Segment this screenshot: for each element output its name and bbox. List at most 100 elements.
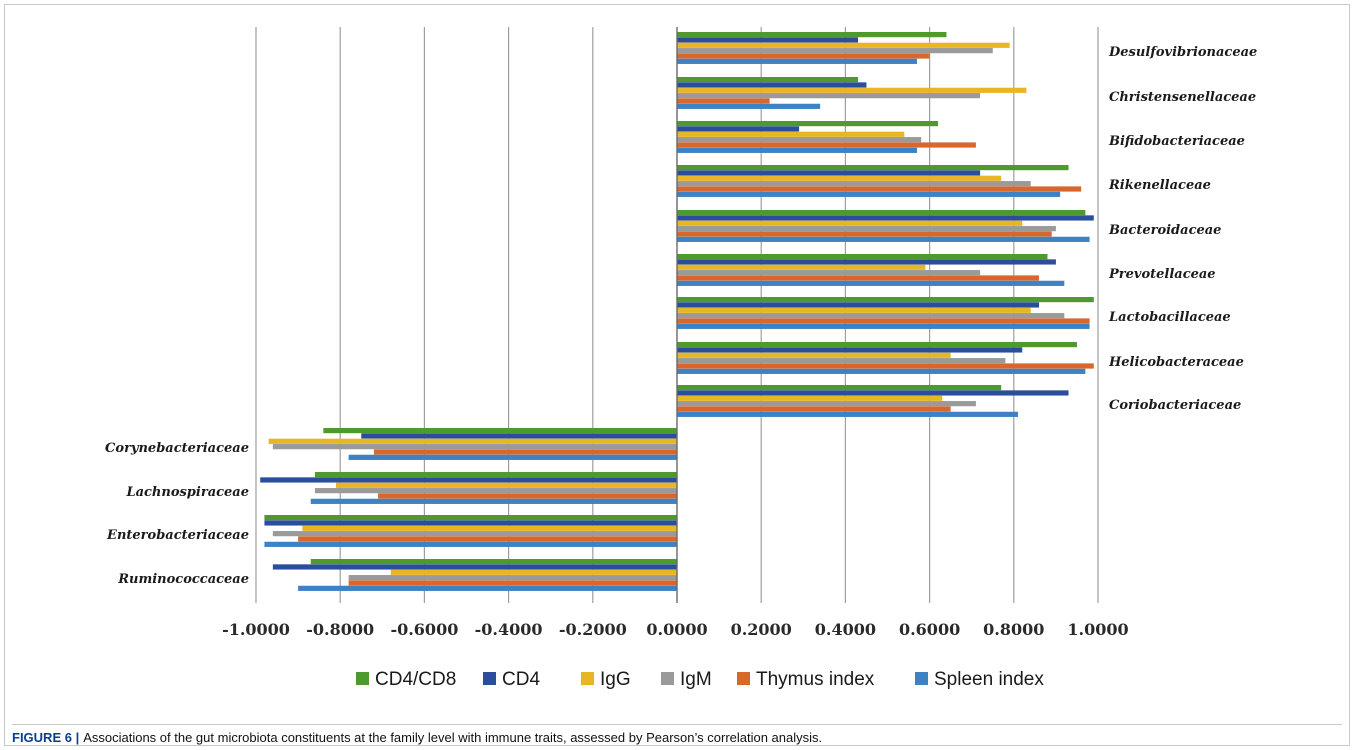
bar-lactobacillaceae-thymus-index — [677, 318, 1090, 324]
category-label-lactobacillaceae: Lactobacillaceae — [1108, 310, 1231, 325]
category-label-coriobacteriaceae: Coriobacteriaceae — [1109, 398, 1241, 413]
x-tick-label: -0.4000 — [475, 620, 543, 639]
bar-lactobacillaceae-igg — [677, 307, 1031, 313]
bar-bifidobacteriaceae-thymus-index — [677, 142, 976, 148]
caption-label: FIGURE 6 | — [12, 730, 80, 745]
bar-prevotellaceae-cd4 — [677, 259, 1056, 265]
figure-caption: FIGURE 6 | Associations of the gut microb… — [12, 724, 1342, 746]
category-label-desulfovibrionaceae: Desulfovibrionaceae — [1108, 45, 1257, 60]
bar-bacteroidaceae-cd4 — [677, 215, 1094, 221]
bar-corynebacteriaceae-thymus-index — [373, 449, 677, 455]
x-tick-labels: -1.0000 -0.8000 -0.6000 -0.4000 -0.2000 0.000… — [222, 620, 1129, 639]
bar-bifidobacteriaceae-igm — [677, 137, 922, 143]
bar-rikenellaceae-cd4 — [677, 170, 981, 176]
bar-christensenellaceae-cd4 — [677, 82, 867, 88]
bar-rikenellaceae-cd4-cd8 — [677, 165, 1069, 171]
bar-prevotellaceae-thymus-index — [677, 275, 1040, 281]
bar-coriobacteriaceae-spleen-index — [677, 411, 1019, 417]
bar-desulfovibrionaceae-thymus-index — [677, 53, 930, 59]
bar-coriobacteriaceae-cd4 — [677, 390, 1069, 396]
bar-ruminococcaceae-spleen-index — [298, 585, 677, 591]
bar-bacteroidaceae-igm — [677, 226, 1056, 232]
legend-label-cd4: CD4 — [502, 669, 540, 690]
bar-enterobacteriaceae-cd4 — [264, 520, 677, 526]
legend-swatch — [483, 672, 496, 685]
bar-ruminococcaceae-igm — [348, 575, 677, 581]
x-tick-label: 0.8000 — [983, 620, 1044, 639]
legend: CD4/CD8 CD4 IgG IgM Thymus index Spleen index — [356, 669, 1044, 690]
bar-lachnospiraceae-igm — [314, 488, 677, 494]
bar-lachnospiraceae-cd4 — [260, 477, 677, 483]
bar-christensenellaceae-thymus-index — [677, 98, 770, 104]
bar-helicobacteraceae-cd4-cd8 — [677, 342, 1077, 348]
bar-christensenellaceae-spleen-index — [677, 103, 821, 109]
legend-swatch — [356, 672, 369, 685]
bar-desulfovibrionaceae-igg — [677, 42, 1010, 48]
category-label-lachnospiraceae: Lachnospiraceae — [125, 485, 249, 500]
bar-helicobacteraceae-igg — [677, 352, 951, 358]
category-label-corynebacteriaceae: Corynebacteriaceae — [105, 441, 249, 456]
bar-helicobacteraceae-spleen-index — [677, 368, 1086, 374]
bar-coriobacteriaceae-thymus-index — [677, 406, 951, 412]
bar-coriobacteriaceae-cd4-cd8 — [677, 385, 1002, 391]
category-label-rikenellaceae: Rikenellaceae — [1108, 178, 1211, 193]
bar-bifidobacteriaceae-spleen-index — [677, 147, 917, 153]
legend-label-thymus-index: Thymus index — [756, 669, 875, 690]
bar-corynebacteriaceae-cd4-cd8 — [323, 428, 677, 434]
bar-prevotellaceae-spleen-index — [677, 280, 1065, 286]
legend-swatch — [581, 672, 594, 685]
bars — [260, 27, 1094, 603]
bar-corynebacteriaceae-igg — [268, 438, 677, 444]
bar-desulfovibrionaceae-cd4-cd8 — [677, 32, 947, 38]
bar-lactobacillaceae-igm — [677, 313, 1065, 319]
bar-rikenellaceae-igg — [677, 175, 1002, 181]
bar-prevotellaceae-igg — [677, 264, 926, 270]
bar-ruminococcaceae-cd4 — [272, 564, 677, 570]
legend-swatch — [737, 672, 750, 685]
bar-bacteroidaceae-spleen-index — [677, 236, 1090, 242]
figure-frame: Desulfovibrionaceae Christensenellaceae Bi… — [4, 4, 1350, 746]
category-label-ruminococcaceae: Ruminococcaceae — [117, 572, 249, 587]
x-tick-label: -0.2000 — [559, 620, 627, 639]
bar-corynebacteriaceae-cd4 — [361, 433, 677, 439]
bar-christensenellaceae-igm — [677, 93, 981, 99]
bar-ruminococcaceae-cd4-cd8 — [310, 559, 677, 565]
bar-coriobacteriaceae-igm — [677, 401, 976, 407]
bar-corynebacteriaceae-igm — [272, 444, 677, 450]
bar-christensenellaceae-cd4-cd8 — [677, 77, 859, 83]
bar-coriobacteriaceae-igg — [677, 395, 943, 401]
bar-rikenellaceae-thymus-index — [677, 186, 1082, 192]
correlation-bar-chart: Desulfovibrionaceae Christensenellaceae Bi… — [105, 27, 1257, 690]
bar-corynebacteriaceae-spleen-index — [348, 454, 677, 460]
legend-swatch — [661, 672, 674, 685]
bar-prevotellaceae-cd4-cd8 — [677, 254, 1048, 260]
bar-bacteroidaceae-igg — [677, 220, 1023, 226]
x-tick-label: -1.0000 — [222, 620, 290, 639]
legend-swatch — [915, 672, 928, 685]
x-tick-label: -0.6000 — [390, 620, 458, 639]
legend-label-cd4-cd8: CD4/CD8 — [375, 669, 456, 690]
x-tick-label: 0.2000 — [731, 620, 792, 639]
bar-rikenellaceae-igm — [677, 181, 1031, 187]
category-label-enterobacteriaceae: Enterobacteriaceae — [106, 528, 249, 543]
bar-enterobacteriaceae-igg — [302, 525, 677, 531]
bar-bifidobacteriaceae-cd4 — [677, 126, 800, 132]
bar-bacteroidaceae-cd4-cd8 — [677, 210, 1086, 216]
bar-desulfovibrionaceae-igm — [677, 48, 993, 54]
bar-desulfovibrionaceae-cd4 — [677, 37, 859, 43]
bar-helicobacteraceae-cd4 — [677, 347, 1023, 353]
bar-ruminococcaceae-igg — [390, 569, 677, 575]
x-tick-label: -0.8000 — [306, 620, 374, 639]
caption-text: Associations of the gut microbiota const… — [83, 730, 823, 745]
category-label-prevotellaceae: Prevotellaceae — [1108, 267, 1216, 282]
bar-helicobacteraceae-igm — [677, 358, 1006, 364]
bar-bifidobacteriaceae-cd4-cd8 — [677, 121, 939, 127]
bar-lachnospiraceae-spleen-index — [310, 498, 677, 504]
bar-lactobacillaceae-spleen-index — [677, 323, 1090, 329]
bar-enterobacteriaceae-thymus-index — [298, 536, 677, 542]
bar-ruminococcaceae-thymus-index — [348, 580, 677, 586]
bar-desulfovibrionaceae-spleen-index — [677, 58, 917, 64]
bar-lachnospiraceae-thymus-index — [378, 493, 677, 499]
bar-lactobacillaceae-cd4-cd8 — [677, 297, 1094, 303]
x-tick-label: 0.0000 — [646, 620, 707, 639]
